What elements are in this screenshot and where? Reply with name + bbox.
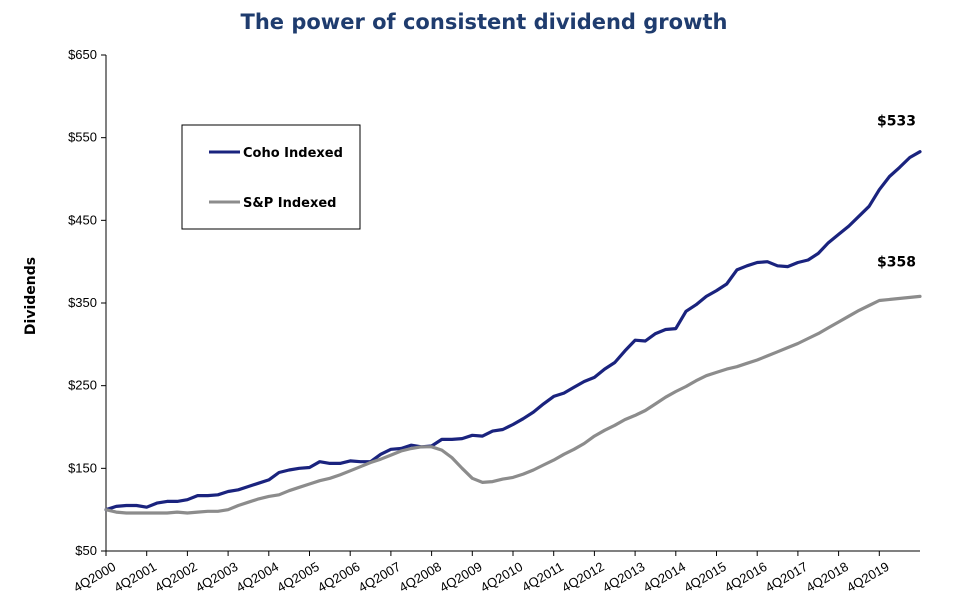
end-labels: $533 $358 bbox=[877, 114, 916, 271]
chart-title: The power of consistent dividend growth bbox=[241, 10, 728, 34]
x-tick-label: 4Q2000 bbox=[71, 559, 119, 595]
x-tick-label: 4Q2011 bbox=[519, 559, 566, 595]
y-axis-label: Dividends bbox=[23, 257, 39, 335]
legend: Coho Indexed S&P Indexed bbox=[181, 124, 361, 230]
x-tick-label: 4Q2015 bbox=[681, 559, 729, 595]
x-tick-label: 4Q2006 bbox=[315, 559, 363, 595]
x-tick-label: 4Q2005 bbox=[274, 559, 322, 595]
x-tick-label: 4Q2012 bbox=[559, 559, 607, 595]
x-ticks: 4Q20004Q20014Q20024Q20034Q20044Q20054Q20… bbox=[71, 551, 892, 595]
x-tick-label: 4Q2010 bbox=[478, 559, 526, 595]
x-tick-label: 4Q2009 bbox=[437, 559, 485, 595]
x-tick-label: 4Q2019 bbox=[844, 559, 892, 595]
x-tick-label: 4Q2016 bbox=[722, 559, 770, 595]
y-tick-label: $350 bbox=[68, 295, 97, 310]
x-tick-label: 4Q2014 bbox=[641, 559, 689, 595]
y-tick-label: $650 bbox=[68, 47, 97, 62]
series-line-coho bbox=[104, 150, 922, 512]
series-line-sp bbox=[104, 294, 922, 515]
legend-label-sp: S&P Indexed bbox=[243, 196, 336, 211]
y-tick-label: $150 bbox=[68, 460, 97, 475]
y-tick-label: $450 bbox=[68, 212, 97, 227]
x-tick-label: 4Q2017 bbox=[763, 559, 811, 595]
x-tick-label: 4Q2018 bbox=[803, 559, 851, 595]
y-ticks: $50 $150 $250 $350 $450 $550 $650 bbox=[68, 47, 106, 558]
x-tick-label: 4Q2003 bbox=[193, 559, 241, 595]
x-tick-label: 4Q2008 bbox=[396, 559, 444, 595]
y-tick-label: $250 bbox=[68, 378, 97, 393]
x-tick-label: 4Q2002 bbox=[152, 559, 200, 595]
end-label-coho: $533 bbox=[877, 114, 916, 130]
x-tick-label: 4Q2004 bbox=[234, 559, 282, 595]
series-lines bbox=[104, 150, 922, 515]
legend-label-coho: Coho Indexed bbox=[243, 146, 343, 161]
y-tick-label: $550 bbox=[68, 130, 97, 145]
x-tick-label: 4Q2001 bbox=[111, 559, 159, 595]
end-label-sp: $358 bbox=[877, 254, 916, 270]
x-tick-label: 4Q2007 bbox=[356, 559, 404, 595]
y-tick-label: $50 bbox=[75, 543, 97, 558]
legend-box bbox=[181, 124, 361, 230]
x-tick-label: 4Q2013 bbox=[600, 559, 648, 595]
